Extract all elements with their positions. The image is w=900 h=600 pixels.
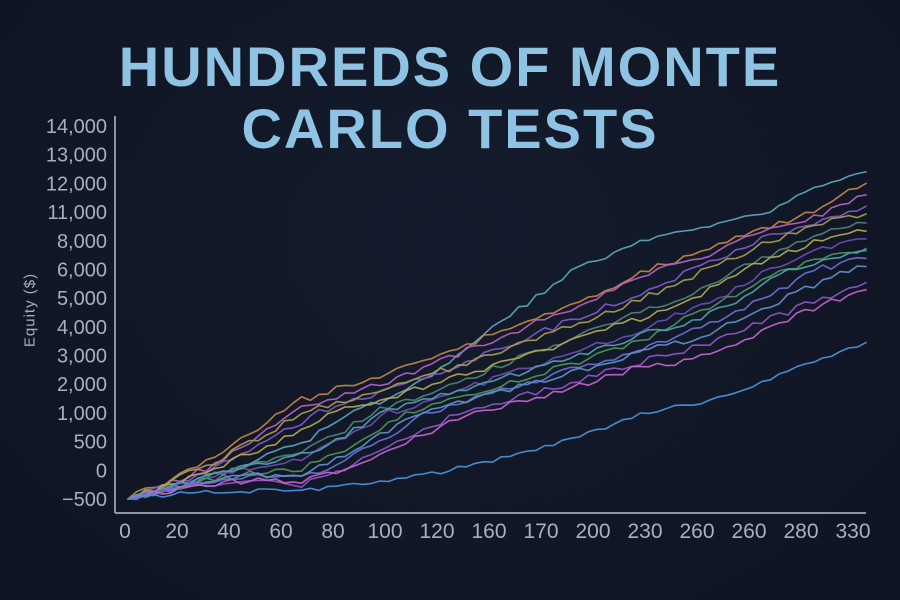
x-tick-label: 120 xyxy=(419,520,454,543)
series-line-run-15 xyxy=(127,341,867,500)
series-line-run-03 xyxy=(127,194,867,500)
series-line-run-07 xyxy=(127,229,867,500)
x-tick-label: 230 xyxy=(627,520,662,543)
series-line-run-10 xyxy=(127,249,867,500)
y-tick-label: 11,000 xyxy=(47,202,107,224)
page-title: HUNDREDS OF MONTE CARLO TESTS xyxy=(90,36,810,160)
y-tick-label: 14,000 xyxy=(46,116,107,138)
y-tick-label: 2,000 xyxy=(57,374,107,396)
x-tick-label: 330 xyxy=(835,520,870,543)
page-title-line1: HUNDREDS OF MONTE xyxy=(118,35,782,98)
y-tick-label: 13,000 xyxy=(46,145,107,167)
y-tick-label: 6,000 xyxy=(57,259,107,281)
x-tick-label: 280 xyxy=(783,520,818,543)
x-tick-label: 40 xyxy=(217,520,240,543)
x-tick-label: 160 xyxy=(471,520,506,543)
series-line-run-12 xyxy=(127,265,867,500)
y-tick-label: 8,000 xyxy=(57,231,107,253)
x-tick-label: 200 xyxy=(575,520,610,543)
series-line-run-02 xyxy=(127,182,867,500)
x-tick-label: 100 xyxy=(367,520,402,543)
page-title-line2: CARLO TESTS xyxy=(241,97,659,160)
y-tick-label: 1,000 xyxy=(57,403,107,425)
y-tick-label: 5,000 xyxy=(57,288,107,310)
y-tick-label: 500 xyxy=(74,432,107,454)
x-tick-label: 0 xyxy=(119,520,131,543)
x-tick-label: 80 xyxy=(321,520,344,543)
series-line-run-14 xyxy=(127,288,867,500)
x-tick-label: 170 xyxy=(523,520,558,543)
x-tick-label: 60 xyxy=(269,520,292,543)
x-tick-label: 20 xyxy=(165,520,188,543)
series-line-run-01 xyxy=(127,171,867,500)
x-tick-label: 260 xyxy=(679,520,714,543)
series-line-run-09 xyxy=(127,247,867,500)
x-tick-label: 260 xyxy=(731,520,766,543)
series-line-run-05 xyxy=(127,213,867,500)
y-tick-label: 3,000 xyxy=(57,346,107,368)
y-tick-label: 12,000 xyxy=(46,173,107,195)
series-line-run-04 xyxy=(127,205,867,500)
y-tick-label: 0 xyxy=(96,460,107,482)
y-tick-label: 4,000 xyxy=(57,317,107,339)
series-line-run-08 xyxy=(127,238,867,500)
y-tick-label: −500 xyxy=(62,489,107,511)
